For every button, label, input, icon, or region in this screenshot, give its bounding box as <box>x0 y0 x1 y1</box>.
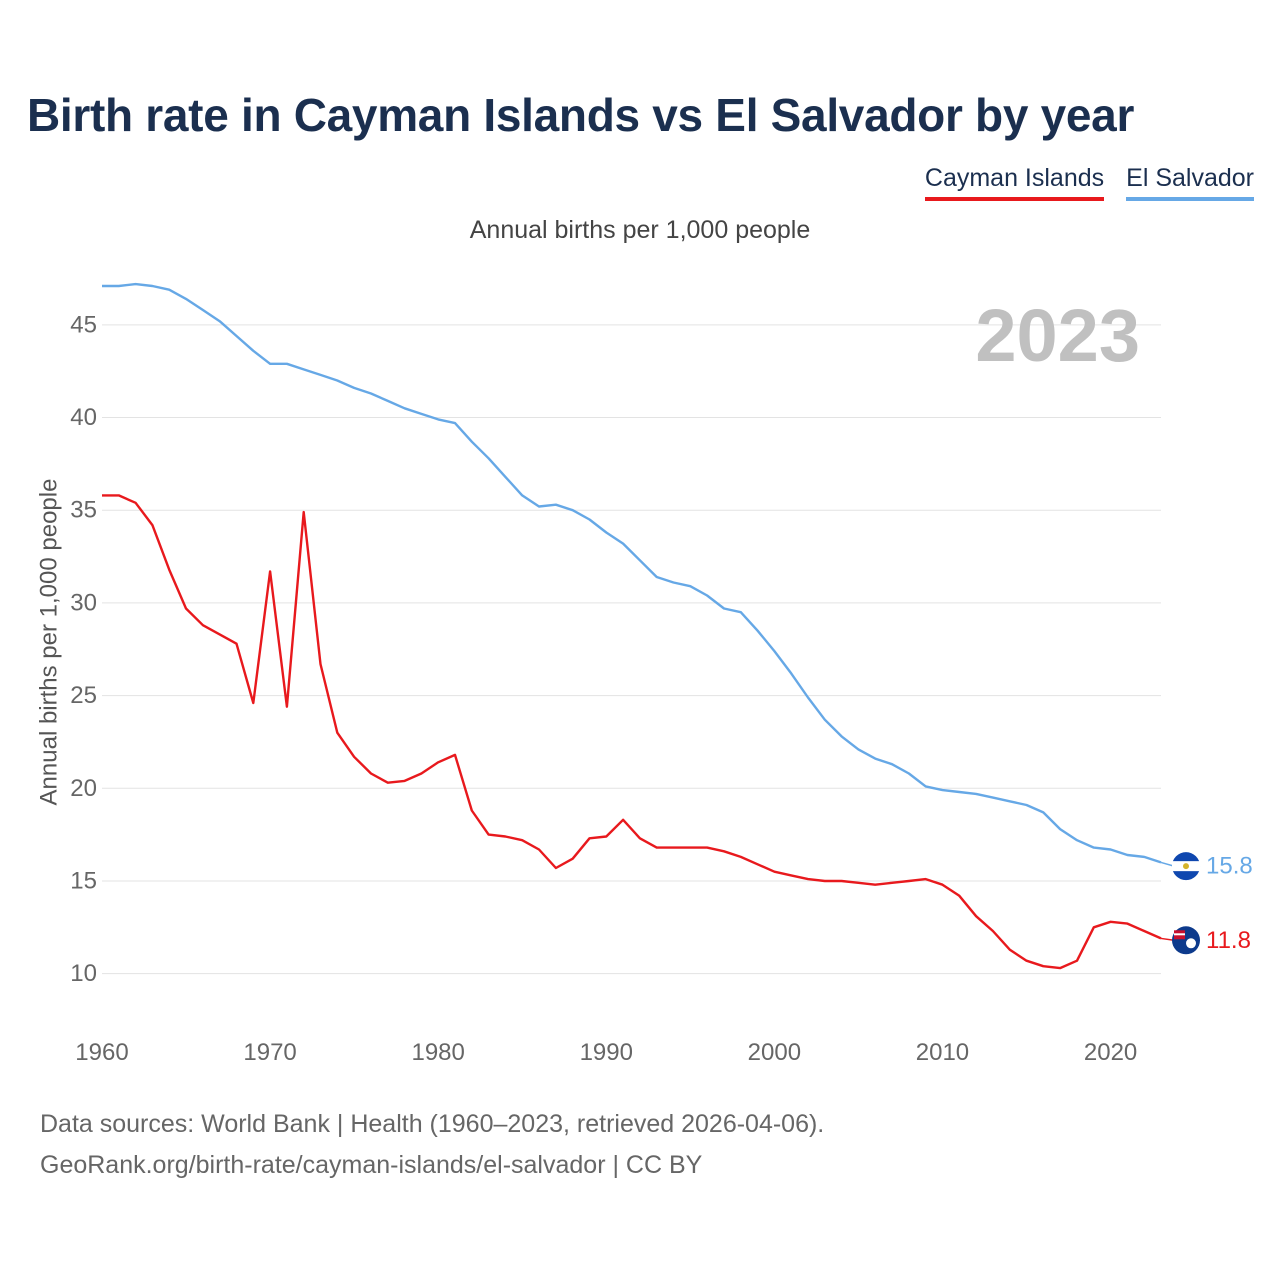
chart-subtitle: Annual births per 1,000 people <box>469 216 811 244</box>
x-tick-label: 1970 <box>243 1039 296 1066</box>
legend-item-el-salvador[interactable]: El Salvador <box>1126 164 1254 201</box>
legend-item-cayman-islands[interactable]: Cayman Islands <box>924 164 1105 201</box>
flag-icon-el-salvador <box>1160 852 1200 881</box>
x-tick-label: 2020 <box>1084 1039 1137 1066</box>
y-tick-label: 20 <box>70 775 97 802</box>
x-tick-label: 2010 <box>916 1039 969 1066</box>
y-tick-label: 25 <box>70 682 97 709</box>
series-line-cayman-islands <box>102 494 1162 970</box>
page-title: Birth rate in Cayman Islands vs El Salva… <box>27 89 1135 141</box>
series-lines <box>102 282 1162 970</box>
x-tick-label: 2000 <box>748 1039 801 1066</box>
y-axis-ticks: 10 15 20 25 30 35 40 45 <box>70 311 97 987</box>
data-source-text: Data sources: World Bank | Health (1960–… <box>40 1110 825 1138</box>
x-tick-label: 1990 <box>580 1039 633 1066</box>
y-tick-label: 45 <box>70 311 97 338</box>
x-axis-ticks: 1960 1970 1980 1990 2000 2010 2020 <box>75 1039 1137 1066</box>
flag-icon-cayman-islands <box>1160 926 1200 955</box>
series-end-markers: 11.8 15.8 <box>1160 852 1253 955</box>
y-tick-label: 35 <box>70 497 97 524</box>
current-year-label: 2023 <box>975 294 1140 377</box>
source-link[interactable]: GeoRank.org/birth-rate/cayman-islands/el… <box>40 1151 703 1179</box>
x-tick-label: 1960 <box>75 1039 128 1066</box>
legend: Cayman Islands El Salvador <box>924 164 1254 201</box>
end-value-label-el-salvador: 15.8 <box>1206 853 1253 880</box>
y-axis-label: Annual births per 1,000 people <box>35 479 62 806</box>
y-tick-label: 40 <box>70 404 97 431</box>
x-tick-label: 1980 <box>411 1039 464 1066</box>
footer: Data sources: World Bank | Health (1960–… <box>40 1104 824 1186</box>
series-line-el-salvador <box>102 282 1162 864</box>
end-value-label-cayman-islands: 11.8 <box>1206 927 1251 954</box>
y-tick-label: 30 <box>70 589 97 616</box>
y-tick-label: 10 <box>70 960 97 987</box>
y-tick-label: 15 <box>70 867 97 894</box>
grid-lines <box>102 324 1161 975</box>
